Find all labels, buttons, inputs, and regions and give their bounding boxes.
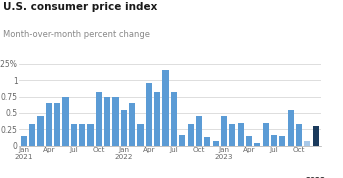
Bar bbox=[96, 92, 102, 146]
Bar bbox=[46, 103, 52, 146]
Bar bbox=[113, 96, 119, 146]
Bar bbox=[196, 116, 202, 146]
Bar bbox=[37, 116, 44, 146]
Text: 2023
Dec: 2023 Dec bbox=[306, 177, 326, 178]
Bar bbox=[87, 124, 94, 146]
Bar bbox=[121, 110, 127, 146]
Bar bbox=[238, 123, 244, 146]
Bar bbox=[229, 124, 235, 146]
Bar bbox=[29, 124, 35, 146]
Bar bbox=[271, 135, 277, 146]
Bar bbox=[146, 83, 152, 146]
Bar bbox=[138, 124, 144, 146]
Bar bbox=[179, 135, 186, 146]
Bar bbox=[171, 92, 177, 146]
Bar bbox=[188, 124, 194, 146]
Bar bbox=[154, 92, 161, 146]
Text: U.S. consumer price index: U.S. consumer price index bbox=[3, 2, 158, 12]
Bar bbox=[254, 143, 260, 146]
Bar bbox=[21, 136, 27, 146]
Bar bbox=[279, 136, 285, 146]
Bar bbox=[312, 126, 319, 146]
Bar bbox=[54, 103, 60, 146]
Bar bbox=[204, 137, 211, 146]
Bar bbox=[296, 124, 302, 146]
Bar bbox=[304, 141, 310, 146]
Bar bbox=[163, 70, 169, 146]
Bar bbox=[221, 116, 227, 146]
Bar bbox=[262, 123, 269, 146]
Bar bbox=[287, 110, 294, 146]
Bar bbox=[129, 103, 135, 146]
Bar bbox=[213, 141, 219, 146]
Bar bbox=[71, 124, 77, 146]
Bar bbox=[79, 124, 85, 146]
Text: Month-over-month percent change: Month-over-month percent change bbox=[3, 30, 151, 39]
Bar bbox=[104, 96, 110, 146]
Bar bbox=[246, 136, 252, 146]
Bar bbox=[62, 96, 69, 146]
